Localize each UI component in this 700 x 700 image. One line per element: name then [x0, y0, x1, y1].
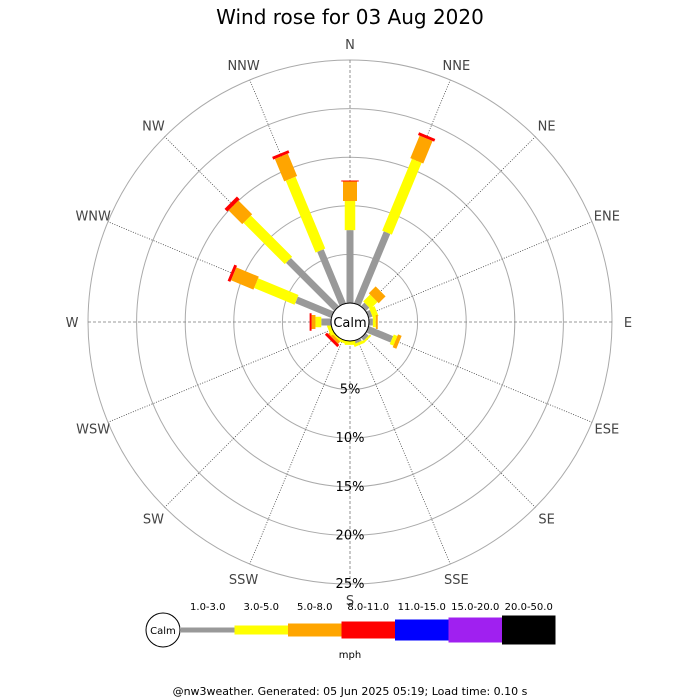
spoke-ne: [363, 136, 536, 309]
legend-swatch-5: [448, 617, 502, 643]
footer-text: @nw3weather. Generated: 05 Jun 2025 05:1…: [173, 685, 528, 698]
direction-label-s: S: [346, 594, 354, 609]
legend-calm-label: Calm: [150, 626, 176, 637]
legend-label-4: 11.0-15.0: [398, 602, 446, 613]
legend-label-3: 8.0-11.0: [347, 602, 389, 613]
bar-se-bin-0: [360, 332, 369, 341]
bar-nw-bin-1: [243, 215, 293, 265]
ring-label-3: 15%: [336, 480, 365, 495]
direction-label-se: SE: [538, 513, 554, 528]
spoke-ene: [367, 221, 593, 316]
bar-sw-bin-2: [328, 331, 341, 344]
bar-ne-bin-2: [368, 286, 386, 304]
bar-ene-bin-1: [369, 306, 379, 319]
spoke-se: [363, 335, 536, 508]
wind-bars: [224, 132, 436, 349]
legend-label-2: 5.0-8.0: [297, 602, 332, 613]
direction-label-ne: NE: [538, 119, 556, 134]
bar-sse-bin-1: [353, 340, 365, 347]
legend-label-1: 3.0-5.0: [244, 602, 279, 613]
chart-title: Wind rose for 03 Aug 2020: [216, 5, 484, 29]
direction-label-sse: SSE: [444, 573, 469, 588]
unit-label: mph: [339, 650, 361, 661]
legend-swatch-6: [502, 615, 556, 645]
bar-wnw-bin-2: [230, 267, 259, 290]
spoke-wsw: [107, 328, 333, 423]
bar-wnw-bin-0: [295, 296, 334, 318]
spoke-ese: [367, 328, 593, 423]
bar-ese-bin-1: [389, 334, 398, 346]
bar-nw-bin-2: [228, 200, 253, 225]
spoke-ssw: [249, 339, 344, 565]
legend: Calm 1.0-3.0 3.0-5.0 5.0-8.0 8.0-11.0 11.0-15…: [145, 602, 556, 648]
legend-label-0: 1.0-3.0: [190, 602, 225, 613]
ring-label-2: 10%: [336, 431, 365, 446]
bar-nne-bin-2: [410, 135, 433, 164]
grid-ring-4: [136, 108, 564, 536]
bar-sw-bin-3: [324, 332, 340, 348]
bar-nnw-bin-3: [272, 150, 290, 160]
direction-label-wnw: WNW: [75, 210, 111, 225]
ring-labels: 5% 10% 15% 20% 25%: [336, 383, 365, 592]
radial-grid: N NNE NE ENE E ESE SE SSE S SSW SW WSW W WNW NW NNW: [66, 38, 633, 609]
legend-label-6: 20.0-50.0: [505, 602, 553, 613]
ring-label-4: 20%: [336, 528, 365, 543]
bar-ne-bin-1: [363, 294, 378, 309]
ring-label-1: 5%: [340, 383, 361, 398]
legend-swatch-2: [288, 623, 342, 637]
direction-label-nw: NW: [142, 119, 165, 134]
legend-swatch-0: [181, 627, 235, 633]
direction-label-sw: SW: [143, 513, 164, 528]
direction-label-nne: NNE: [443, 59, 471, 74]
bar-nne-bin-3: [418, 132, 436, 142]
direction-label-e: E: [624, 316, 632, 331]
legend-swatch-1: [234, 625, 288, 635]
bar-wnw-bin-3: [227, 264, 238, 282]
calm-circle: Calm: [330, 302, 370, 342]
direction-label-n: N: [345, 38, 355, 53]
bar-wsw-bin-1: [326, 324, 335, 336]
legend-calm-circle: [145, 612, 181, 648]
bar-nw-bin-0: [285, 257, 340, 312]
bar-nne-bin-1: [382, 158, 422, 235]
direction-label-wsw: WSW: [76, 422, 110, 437]
bar-ene-bin-0: [366, 310, 373, 318]
direction-label-ssw: SSW: [229, 573, 259, 588]
bar-nnw-bin-1: [285, 176, 326, 253]
ring-label-5: 25%: [336, 577, 365, 592]
bar-ese-bin-2: [392, 334, 402, 349]
bar-nnw-bin-2: [274, 153, 298, 182]
calm-label: Calm: [333, 316, 366, 331]
bar-nw-bin-3: [224, 196, 240, 212]
legend-label-5: 15.0-20.0: [451, 602, 499, 613]
legend-swatch-4: [395, 619, 449, 641]
spoke-sw: [164, 335, 337, 508]
bar-ese-bin-0: [366, 326, 394, 343]
bar-wnw-bin-1: [254, 278, 299, 305]
bar-ne-bin-0: [360, 302, 370, 312]
direction-label-nnw: NNW: [227, 59, 259, 74]
direction-label-ese: ESE: [594, 422, 619, 437]
legend-swatch-3: [341, 621, 395, 639]
bar-nnw-bin-0: [317, 249, 346, 306]
bar-se-bin-1: [362, 334, 372, 344]
bar-nne-bin-0: [354, 231, 391, 306]
spoke-sse: [356, 339, 451, 565]
direction-label-ene: ENE: [594, 210, 620, 225]
direction-label-w: W: [66, 316, 79, 331]
